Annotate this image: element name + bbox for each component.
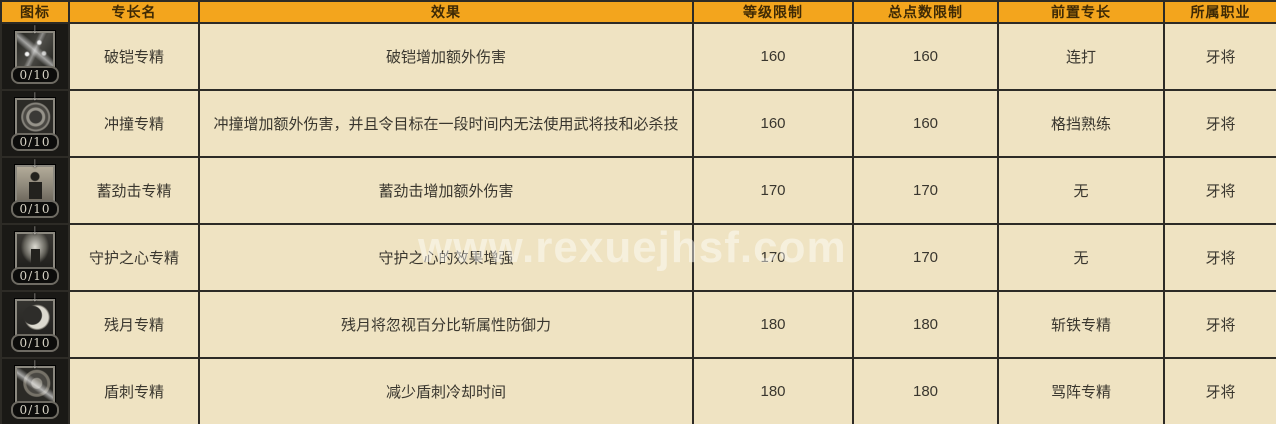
table-row: ↓ 0/10 盾刺专精 减少盾刺冷却时间 180 180 骂阵专精 牙将	[0, 357, 1276, 424]
arrow-down-icon: ↓	[31, 224, 39, 237]
feat-prereq: 格挡熟练	[997, 89, 1165, 158]
skill-points-badge: 0/10	[11, 267, 59, 285]
skill-icon-cell: ↓ 0/10	[0, 357, 70, 424]
feat-level: 160	[692, 22, 854, 91]
header-level: 等级限制	[692, 0, 854, 24]
skill-points-badge: 0/10	[11, 334, 59, 352]
header-points: 总点数限制	[852, 0, 999, 24]
charge-skill-icon	[15, 98, 55, 136]
feat-points: 160	[852, 89, 999, 158]
feat-effect: 冲撞增加额外伤害，并且令目标在一段时间内无法使用武将技和必杀技	[198, 89, 694, 158]
feat-name: 蓄劲击专精	[68, 156, 200, 225]
skill-icon-cell: ↓ 0/10	[0, 89, 70, 158]
feat-prereq: 斩铁专精	[997, 290, 1165, 359]
feat-effect: 减少盾刺冷却时间	[198, 357, 694, 424]
feat-points: 180	[852, 357, 999, 424]
header-job: 所属职业	[1163, 0, 1276, 24]
waning-moon-skill-tile[interactable]: ↓ 0/10	[3, 291, 67, 356]
arrow-down-icon: ↓	[31, 358, 39, 371]
table-row: ↓ 0/10 守护之心专精 守护之心的效果增强 170 170 无 牙将	[0, 223, 1276, 292]
header-icon: 图标	[0, 0, 70, 24]
feat-job: 牙将	[1163, 357, 1276, 424]
skill-icon-cell: ↓ 0/10	[0, 22, 70, 91]
feat-points: 170	[852, 223, 999, 292]
skill-points-badge: 0/10	[11, 401, 59, 419]
skill-icon-cell: ↓ 0/10	[0, 223, 70, 292]
break-armor-skill-icon	[15, 31, 55, 69]
skill-points-badge: 0/10	[11, 66, 59, 84]
header-name: 专长名	[68, 0, 200, 24]
arrow-down-icon: ↓	[31, 90, 39, 103]
feat-prereq: 骂阵专精	[997, 357, 1165, 424]
shield-spike-skill-tile[interactable]: ↓ 0/10	[3, 358, 67, 423]
shield-spike-skill-icon	[15, 366, 55, 404]
feat-name: 守护之心专精	[68, 223, 200, 292]
feat-job: 牙将	[1163, 89, 1276, 158]
charge-skill-tile[interactable]: ↓ 0/10	[3, 90, 67, 155]
header-prereq: 前置专长	[997, 0, 1165, 24]
feat-points: 170	[852, 156, 999, 225]
feat-points: 160	[852, 22, 999, 91]
feat-prereq: 无	[997, 223, 1165, 292]
feat-job: 牙将	[1163, 22, 1276, 91]
feat-level: 170	[692, 156, 854, 225]
feat-name: 残月专精	[68, 290, 200, 359]
waning-moon-skill-icon	[15, 299, 55, 337]
feat-effect: 守护之心的效果增强	[198, 223, 694, 292]
feat-effect: 蓄劲击增加额外伤害	[198, 156, 694, 225]
feat-job: 牙将	[1163, 223, 1276, 292]
arrow-down-icon: ↓	[31, 157, 39, 170]
feat-points: 180	[852, 290, 999, 359]
arrow-down-icon: ↓	[31, 23, 39, 36]
feat-level: 160	[692, 89, 854, 158]
skill-icon-cell: ↓ 0/10	[0, 290, 70, 359]
feat-name: 盾刺专精	[68, 357, 200, 424]
skill-points-badge: 0/10	[11, 133, 59, 151]
table-row: ↓ 0/10 破铠专精 破铠增加额外伤害 160 160 连打 牙将	[0, 22, 1276, 91]
feat-level: 180	[692, 357, 854, 424]
break-armor-skill-tile[interactable]: ↓ 0/10	[3, 23, 67, 88]
feat-prereq: 连打	[997, 22, 1165, 91]
feat-name: 破铠专精	[68, 22, 200, 91]
table-row: ↓ 0/10 冲撞专精 冲撞增加额外伤害，并且令目标在一段时间内无法使用武将技和…	[0, 89, 1276, 158]
guardian-heart-skill-icon	[15, 232, 55, 270]
feat-level: 170	[692, 223, 854, 292]
charged-strike-skill-icon	[15, 165, 55, 203]
feat-name: 冲撞专精	[68, 89, 200, 158]
feat-level: 180	[692, 290, 854, 359]
charged-strike-skill-tile[interactable]: ↓ 0/10	[3, 157, 67, 222]
table-row: ↓ 0/10 蓄劲击专精 蓄劲击增加额外伤害 170 170 无 牙将	[0, 156, 1276, 225]
feat-effect: 残月将忽视百分比斩属性防御力	[198, 290, 694, 359]
table-row: ↓ 0/10 残月专精 残月将忽视百分比斩属性防御力 180 180 斩铁专精 …	[0, 290, 1276, 359]
feat-job: 牙将	[1163, 290, 1276, 359]
skill-icon-cell: ↓ 0/10	[0, 156, 70, 225]
header-row: 图标 专长名 效果 等级限制 总点数限制 前置专长 所属职业	[0, 0, 1276, 24]
guardian-heart-skill-tile[interactable]: ↓ 0/10	[3, 224, 67, 289]
header-effect: 效果	[198, 0, 694, 24]
feat-prereq: 无	[997, 156, 1165, 225]
feat-job: 牙将	[1163, 156, 1276, 225]
feat-effect: 破铠增加额外伤害	[198, 22, 694, 91]
skill-points-badge: 0/10	[11, 200, 59, 218]
arrow-down-icon: ↓	[31, 291, 39, 304]
